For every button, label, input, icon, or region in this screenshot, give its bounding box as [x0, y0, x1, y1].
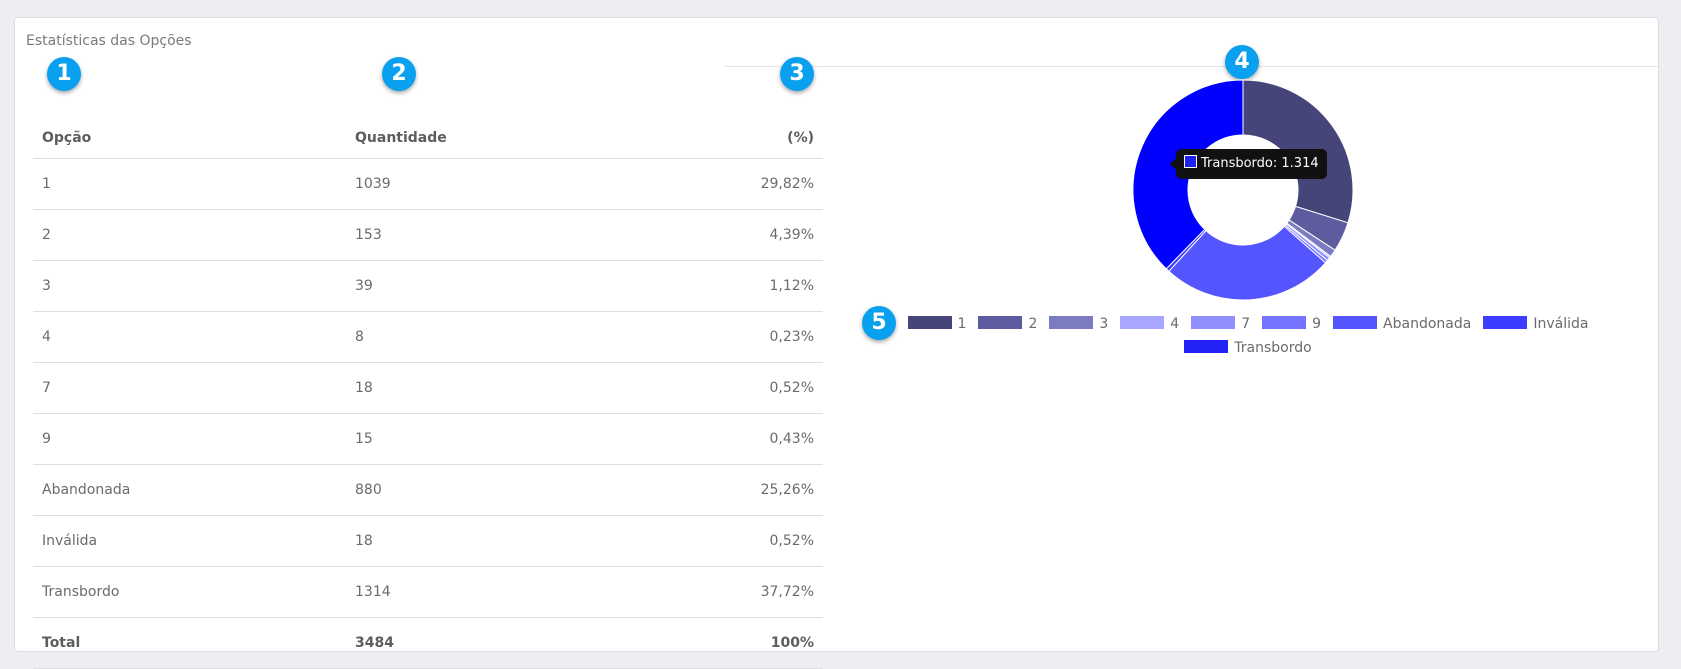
- cell-option: 1: [33, 158, 346, 210]
- total-quantity: 3484: [346, 617, 694, 669]
- cell-option: 7: [33, 362, 346, 414]
- total-label: Total: [33, 617, 346, 669]
- legend-item-4[interactable]: 4: [1120, 312, 1179, 336]
- table-row: Abandonada 880 25,26%: [33, 464, 823, 516]
- card-title: Estatísticas das Opções: [26, 33, 192, 49]
- cell-percent: 0,23%: [694, 311, 823, 363]
- legend-item-1[interactable]: 1: [907, 312, 967, 336]
- table-header-row: Opção Quantidade (%): [33, 96, 823, 159]
- legend-swatch: [1120, 316, 1165, 329]
- column-header-percent: (%): [694, 96, 823, 159]
- cell-option: Abandonada: [33, 464, 346, 516]
- cell-quantity: 39: [346, 260, 694, 312]
- doughnut-chart[interactable]: [1128, 75, 1358, 305]
- legend-swatch: [907, 316, 952, 329]
- table-row: 4 8 0,23%: [33, 311, 823, 363]
- legend-label: Abandonada: [1383, 316, 1472, 332]
- cell-percent: 0,52%: [694, 362, 823, 414]
- table-row: 3 39 1,12%: [33, 260, 823, 312]
- legend-swatch: [1483, 316, 1528, 329]
- cell-option: Inválida: [33, 515, 346, 567]
- legend-swatch: [1333, 316, 1378, 329]
- legend-label: 2: [1028, 316, 1038, 332]
- legend-label: Transbordo: [1234, 340, 1312, 356]
- legend-label: Inválida: [1533, 316, 1589, 332]
- cell-quantity: 880: [346, 464, 694, 516]
- legend-item-2[interactable]: 2: [978, 312, 1037, 336]
- table-total-row: Total 3484 100%: [33, 617, 823, 669]
- legend-item-transbordo[interactable]: Transbordo: [1184, 336, 1312, 360]
- cell-quantity: 153: [346, 209, 694, 261]
- cell-quantity: 1039: [346, 158, 694, 210]
- chart-slice-abandonada[interactable]: [1168, 225, 1327, 301]
- legend-swatch: [1262, 316, 1307, 329]
- legend-swatch: [1049, 316, 1094, 329]
- cell-option: Transbordo: [33, 566, 346, 618]
- cell-percent: 0,43%: [694, 413, 823, 465]
- table-row: Transbordo 1314 37,72%: [33, 566, 823, 618]
- legend-swatch: [978, 316, 1023, 329]
- cell-percent: 37,72%: [694, 566, 823, 618]
- legend-label: 7: [1241, 316, 1251, 332]
- cell-percent: 25,26%: [694, 464, 823, 516]
- table-row: 9 15 0,43%: [33, 413, 823, 465]
- legend-swatch: [1191, 316, 1236, 329]
- divider: [725, 66, 1658, 67]
- legend-swatch: [1184, 340, 1229, 353]
- cell-option: 9: [33, 413, 346, 465]
- cell-option: 4: [33, 311, 346, 363]
- annotation-badge-4: 4: [1225, 45, 1259, 79]
- tooltip-swatch: [1184, 155, 1197, 168]
- table-row: 1 1039 29,82%: [33, 158, 823, 210]
- cell-quantity: 1314: [346, 566, 694, 618]
- tooltip-text: Transbordo: 1.314: [1201, 156, 1319, 171]
- table-row: 2 153 4,39%: [33, 209, 823, 261]
- table-row: Inválida 18 0,52%: [33, 515, 823, 567]
- total-percent: 100%: [694, 617, 823, 669]
- annotation-badge-1: 1: [47, 57, 81, 91]
- annotation-badge-2: 2: [382, 57, 416, 91]
- legend-label: 1: [957, 316, 967, 332]
- legend-item-3[interactable]: 3: [1049, 312, 1108, 336]
- cell-quantity: 18: [346, 515, 694, 567]
- cell-quantity: 15: [346, 413, 694, 465]
- options-table: Opção Quantidade (%) 1 1039 29,82% 2 153…: [33, 96, 823, 669]
- cell-percent: 0,52%: [694, 515, 823, 567]
- column-header-option: Opção: [33, 96, 346, 159]
- cell-option: 3: [33, 260, 346, 312]
- cell-percent: 29,82%: [694, 158, 823, 210]
- annotation-badge-5: 5: [862, 306, 896, 340]
- chart-tooltip: Transbordo: 1.314: [1170, 149, 1327, 179]
- cell-percent: 1,12%: [694, 260, 823, 312]
- annotation-badge-3: 3: [780, 57, 814, 91]
- cell-percent: 4,39%: [694, 209, 823, 261]
- legend-item-9[interactable]: 9: [1262, 312, 1321, 336]
- legend-label: 3: [1099, 316, 1109, 332]
- legend-item-abandonada[interactable]: Abandonada: [1333, 312, 1471, 336]
- column-header-quantity: Quantidade: [346, 96, 694, 159]
- table-row: 7 18 0,52%: [33, 362, 823, 414]
- legend-label: 9: [1312, 316, 1322, 332]
- cell-quantity: 8: [346, 311, 694, 363]
- cell-quantity: 18: [346, 362, 694, 414]
- options-stats-card: Estatísticas das Opções Opção Quantidade…: [14, 17, 1659, 669]
- legend-item-inválida[interactable]: Inválida: [1483, 312, 1588, 336]
- legend-label: 4: [1170, 316, 1180, 332]
- cell-option: 2: [33, 209, 346, 261]
- legend-item-7[interactable]: 7: [1191, 312, 1250, 336]
- chart-legend: 1 2 3 4 7 9 Abandonada Inválida Transbordo: [900, 312, 1600, 360]
